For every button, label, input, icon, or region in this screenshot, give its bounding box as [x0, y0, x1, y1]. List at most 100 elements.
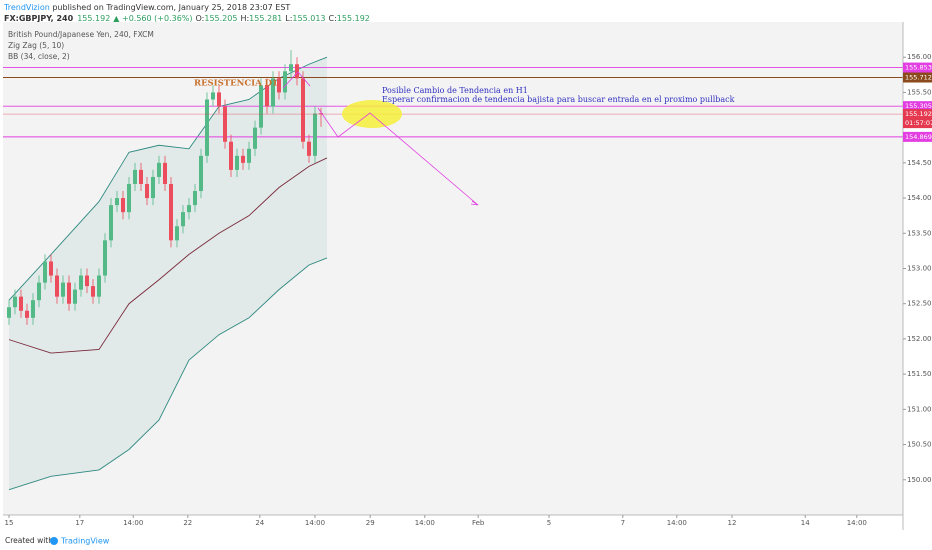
- y-tick-label: 151.000: [907, 405, 932, 413]
- candle-body: [301, 78, 305, 142]
- x-tick-label: 14:00: [847, 519, 867, 527]
- candle-body: [103, 240, 107, 276]
- y-tick-label: 153.500: [907, 229, 932, 237]
- candle-body: [133, 169, 137, 184]
- y-tick-label: 155.500: [907, 88, 932, 96]
- bb-fill: [9, 57, 327, 490]
- price-label: 155.192: [905, 110, 932, 118]
- c-label: C:: [329, 14, 337, 23]
- candle-body: [307, 141, 311, 156]
- plot-area: [3, 22, 903, 515]
- candle-body: [271, 78, 275, 107]
- x-tick-label: 14:00: [305, 519, 325, 527]
- candle-body: [115, 198, 119, 206]
- h-label: H:: [240, 14, 249, 23]
- candle-body: [31, 300, 35, 318]
- level-label: 155.305: [905, 102, 932, 110]
- last-price: 155.192: [77, 14, 110, 23]
- candle-body: [163, 162, 167, 184]
- candle-body: [295, 64, 299, 79]
- annotation: Esperar confirmacion de tendencia bajist…: [382, 95, 735, 104]
- candle-body: [97, 275, 101, 297]
- candle-body: [139, 169, 143, 184]
- candle-body: [211, 92, 215, 100]
- change: ▲ +0.560 (+0.36%): [113, 14, 192, 23]
- bb-middle: [8, 157, 328, 354]
- x-tick-label: 5: [547, 519, 551, 527]
- candle-body: [319, 113, 323, 115]
- arrow-head: [470, 200, 479, 206]
- candle-body: [199, 155, 203, 192]
- candle-body: [241, 155, 245, 163]
- candle-body: [19, 296, 23, 311]
- x-tick-label: 17: [75, 519, 84, 527]
- candle-body: [151, 176, 155, 199]
- x-tick-label: 7: [621, 519, 625, 527]
- candle-body: [181, 212, 185, 227]
- level-label-box: [903, 62, 932, 73]
- indicator-label: Zig Zag (5, 10): [8, 41, 64, 50]
- candle-body: [253, 127, 257, 149]
- brand-icon: [50, 537, 58, 545]
- published: published on TradingView.com, January 25…: [50, 3, 291, 12]
- candle-body: [283, 71, 287, 93]
- level-label: 155.712: [905, 73, 932, 81]
- x-tick-label: 22: [183, 519, 192, 527]
- footer-created: Created with: [5, 536, 53, 545]
- countdown: 01:57:07: [905, 119, 932, 127]
- c-value: 155.192: [337, 14, 370, 23]
- chart-title: British Pound/Japanese Yen, 240, FXCM: [8, 30, 154, 39]
- level-label-box: [903, 131, 932, 142]
- candle-body: [85, 275, 89, 287]
- candle-body: [13, 296, 17, 308]
- x-tick-label: 14:00: [415, 519, 435, 527]
- x-tick-label: 15: [5, 519, 14, 527]
- y-tick-label: 151.500: [907, 370, 932, 378]
- symbol: FX:GBPJPY, 240: [4, 14, 74, 23]
- price-label-box: [903, 109, 932, 129]
- level-label: 154.869: [905, 133, 932, 141]
- x-tick-label: Feb: [472, 519, 485, 527]
- l-value: 155.013: [292, 14, 325, 23]
- candle-body: [157, 162, 161, 177]
- author: TrendVizion: [3, 3, 50, 12]
- candle-body: [145, 183, 149, 199]
- header-line: TrendVizion published on TradingView.com…: [3, 3, 290, 12]
- candle-body: [127, 183, 131, 213]
- y-tick-label: 150.500: [907, 441, 932, 449]
- candle-body: [223, 106, 227, 142]
- resistance-label: RESISTENCIA D1: [194, 79, 278, 89]
- candle-body: [79, 275, 83, 290]
- y-tick-label: 152.500: [907, 300, 932, 308]
- y-tick-label: 152.000: [907, 335, 932, 343]
- candle-body: [247, 148, 251, 163]
- zigzag: [282, 71, 311, 89]
- candle-body: [61, 282, 65, 297]
- h-value: 155.281: [249, 14, 282, 23]
- plot: [3, 50, 903, 491]
- bb-upper: [8, 56, 328, 301]
- x-tick-label: 12: [728, 519, 737, 527]
- l-label: L:: [285, 14, 292, 23]
- highlight: [342, 100, 402, 128]
- o-value: 155.205: [204, 14, 237, 23]
- candle-body: [313, 113, 317, 156]
- candle-body: [205, 99, 209, 156]
- candle-body: [289, 64, 293, 72]
- candle-body: [217, 92, 221, 107]
- candle-body: [25, 310, 29, 318]
- y-tick-label: 154.500: [907, 159, 932, 167]
- candle-body: [121, 198, 125, 213]
- candle-body: [169, 183, 173, 241]
- candle-body: [235, 155, 239, 170]
- symbol-line: FX:GBPJPY, 240 155.192 ▲ +0.560 (+0.36%) O:…: [4, 14, 370, 23]
- candle-body: [187, 205, 191, 213]
- candle-body: [109, 205, 113, 241]
- candle-body: [73, 289, 77, 304]
- candle-body: [43, 261, 47, 283]
- x-tick-label: 14:00: [667, 519, 687, 527]
- level-label-box: [903, 101, 932, 112]
- x-tick-label: 24: [255, 519, 264, 527]
